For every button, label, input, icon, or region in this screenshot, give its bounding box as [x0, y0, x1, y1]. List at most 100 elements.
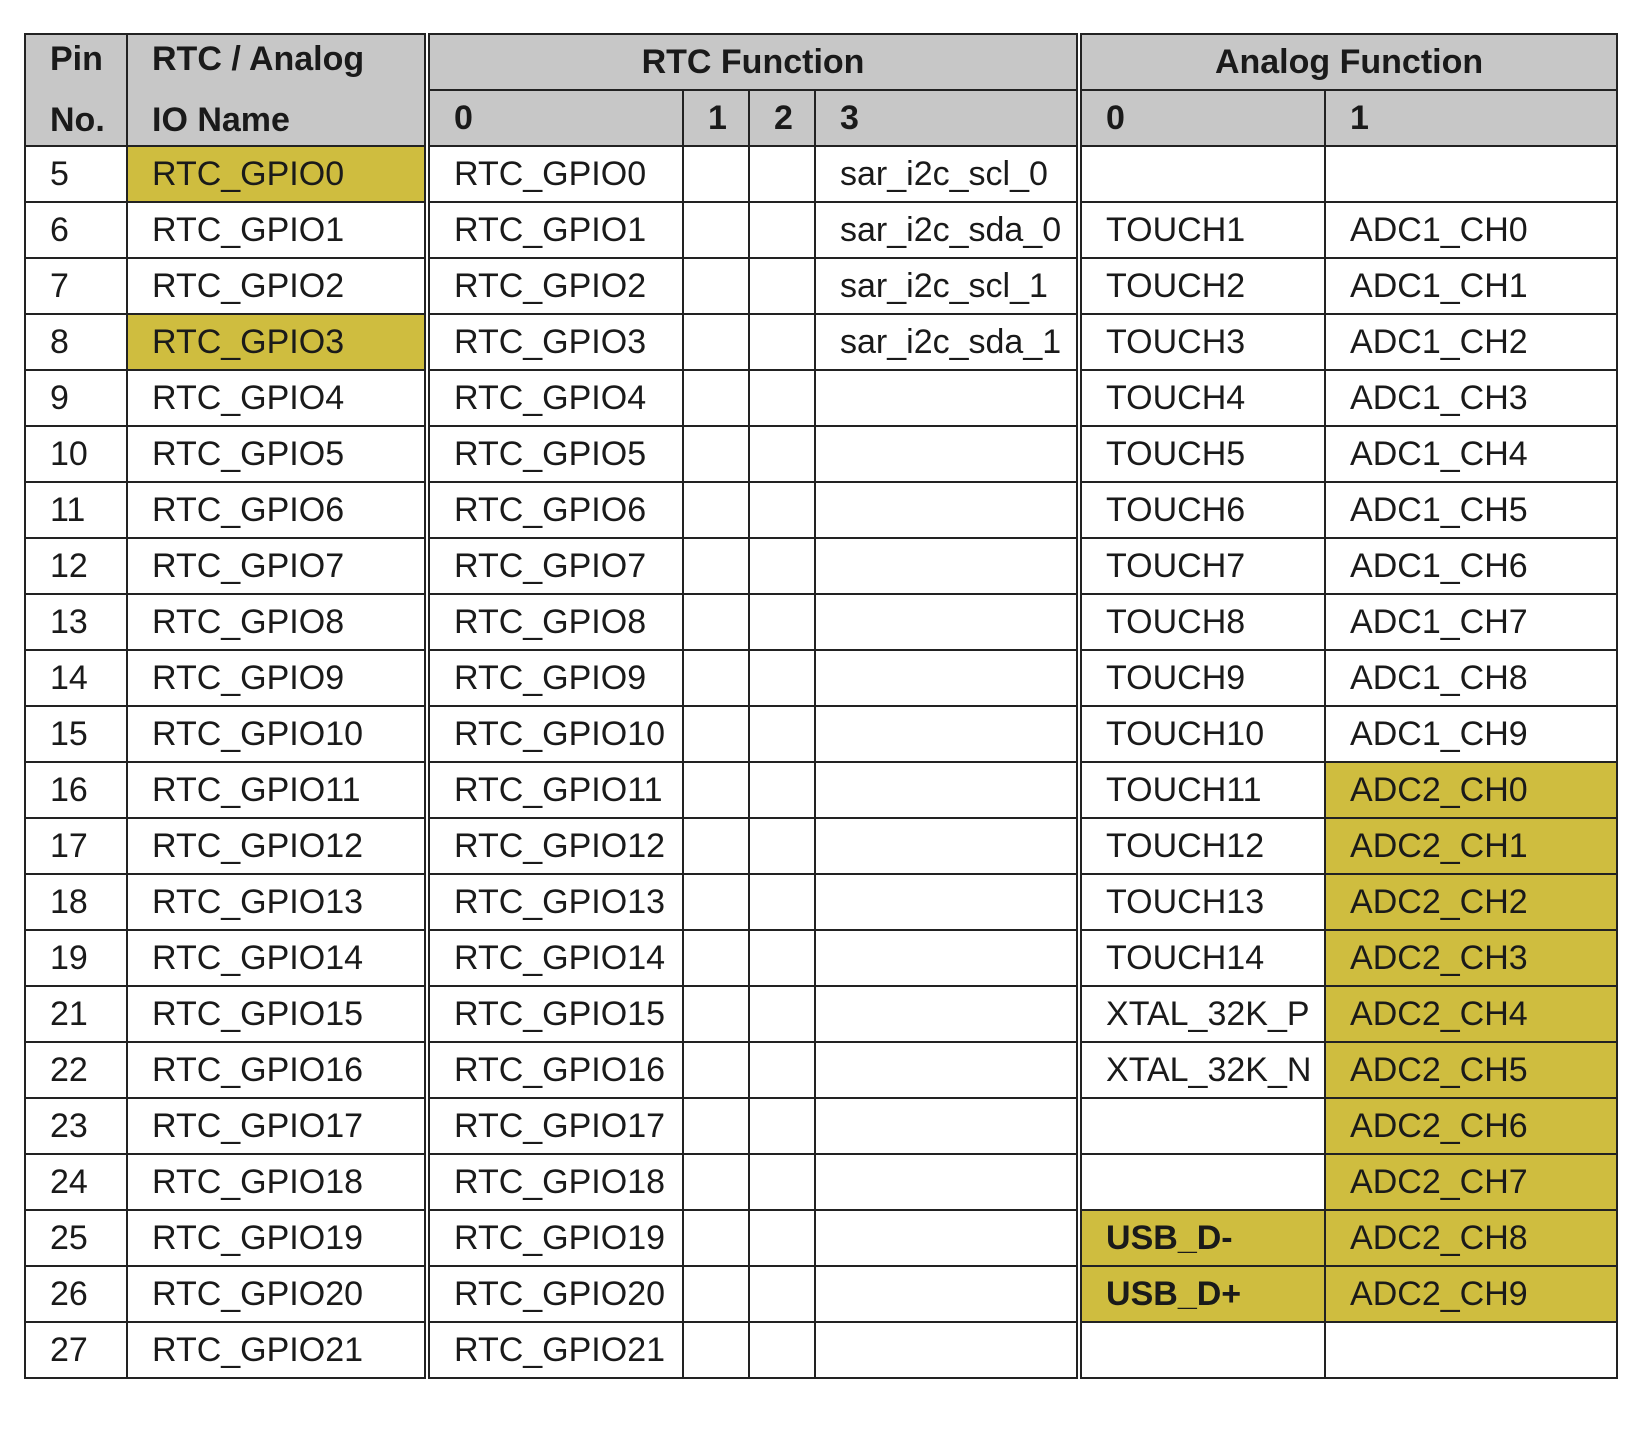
cell-rtc-function-1	[682, 257, 750, 315]
cell-rtc-function-0: RTC_GPIO14	[426, 929, 684, 987]
cell-rtc-function-0: RTC_GPIO9	[426, 649, 684, 707]
cell-io-name: RTC_GPIO19	[126, 1209, 430, 1267]
cell-rtc-function-2	[748, 369, 816, 427]
cell-analog-function-0: TOUCH4	[1078, 369, 1327, 427]
cell-pin-no: 21	[24, 985, 128, 1043]
table-row: 26 RTC_GPIO20 RTC_GPIO20 USB_D+ ADC2_CH9	[24, 1265, 1619, 1323]
cell-io-name: RTC_GPIO16	[126, 1041, 430, 1099]
cell-io-name: RTC_GPIO5	[126, 425, 430, 483]
cell-analog-function-1: ADC1_CH0	[1324, 201, 1619, 259]
cell-analog-function-0: TOUCH14	[1078, 929, 1327, 987]
cell-rtc-function-3	[813, 1321, 1083, 1379]
cell-rtc-function-2	[748, 1097, 816, 1155]
cell-rtc-function-1	[682, 481, 750, 539]
cell-rtc-function-1	[682, 985, 750, 1043]
cell-pin-no: 14	[24, 649, 128, 707]
cell-pin-no: 26	[24, 1265, 128, 1323]
cell-rtc-function-3	[813, 537, 1083, 595]
cell-rtc-function-3	[813, 1097, 1083, 1155]
cell-rtc-function-3	[813, 369, 1083, 427]
cell-analog-function-1: ADC1_CH3	[1324, 369, 1619, 427]
cell-pin-no: 9	[24, 369, 128, 427]
cell-analog-function-0	[1078, 145, 1327, 203]
cell-pin-no: 25	[24, 1209, 128, 1267]
cell-analog-function-0	[1078, 1153, 1327, 1211]
cell-rtc-function-3	[813, 929, 1083, 987]
cell-rtc-function-2	[748, 929, 816, 987]
cell-rtc-function-3	[813, 1265, 1083, 1323]
cell-analog-function-1: ADC1_CH6	[1324, 537, 1619, 595]
header-rtc-sub-3: 3	[813, 89, 1083, 147]
cell-rtc-function-2	[748, 873, 816, 931]
cell-analog-function-0: TOUCH6	[1078, 481, 1327, 539]
table-row: 9 RTC_GPIO4 RTC_GPIO4 TOUCH4 ADC1_CH3	[24, 369, 1619, 427]
cell-pin-no: 23	[24, 1097, 128, 1155]
cell-rtc-function-1	[682, 929, 750, 987]
cell-rtc-function-1	[682, 649, 750, 707]
header-row-top: Pin No. RTC / Analog IO Name RTC Functio…	[24, 33, 1619, 147]
header-pin-no-line2: No.	[50, 101, 105, 139]
cell-rtc-function-0: RTC_GPIO13	[426, 873, 684, 931]
cell-rtc-function-2	[748, 257, 816, 315]
cell-rtc-function-3	[813, 761, 1083, 819]
cell-rtc-function-2	[748, 1321, 816, 1379]
cell-io-name: RTC_GPIO14	[126, 929, 430, 987]
table-row: 14 RTC_GPIO9 RTC_GPIO9 TOUCH9 ADC1_CH8	[24, 649, 1619, 707]
cell-analog-function-0: TOUCH1	[1078, 201, 1327, 259]
cell-analog-function-1: ADC2_CH8	[1324, 1209, 1619, 1267]
cell-rtc-function-3: sar_i2c_sda_1	[813, 313, 1083, 371]
header-io-name-line1: RTC / Analog	[152, 40, 365, 78]
cell-pin-no: 24	[24, 1153, 128, 1211]
cell-analog-function-0: TOUCH9	[1078, 649, 1327, 707]
cell-pin-no: 22	[24, 1041, 128, 1099]
table-row: 27 RTC_GPIO21 RTC_GPIO21	[24, 1321, 1619, 1379]
header-pin-no-line1: Pin	[50, 40, 103, 78]
cell-rtc-function-2	[748, 1265, 816, 1323]
cell-pin-no: 16	[24, 761, 128, 819]
table-row: 17 RTC_GPIO12 RTC_GPIO12 TOUCH12 ADC2_CH1	[24, 817, 1619, 875]
cell-io-name: RTC_GPIO17	[126, 1097, 430, 1155]
rtc-analog-pin-table: Pin No. RTC / Analog IO Name RTC Functio…	[24, 33, 1619, 1379]
table-row: 8 RTC_GPIO3 RTC_GPIO3 sar_i2c_sda_1 TOUCH3 AD…	[24, 313, 1619, 371]
cell-analog-function-0: TOUCH12	[1078, 817, 1327, 875]
header-pin-no: Pin No.	[24, 33, 128, 147]
cell-rtc-function-3	[813, 1041, 1083, 1099]
cell-io-name: RTC_GPIO11	[126, 761, 430, 819]
cell-rtc-function-0: RTC_GPIO18	[426, 1153, 684, 1211]
cell-rtc-function-0: RTC_GPIO19	[426, 1209, 684, 1267]
cell-rtc-function-0: RTC_GPIO0	[426, 145, 684, 203]
table-row: 10 RTC_GPIO5 RTC_GPIO5 TOUCH5 ADC1_CH4	[24, 425, 1619, 483]
header-analog-sub-1: 1	[1324, 89, 1619, 147]
cell-rtc-function-0: RTC_GPIO17	[426, 1097, 684, 1155]
cell-rtc-function-0: RTC_GPIO7	[426, 537, 684, 595]
cell-io-name: RTC_GPIO1	[126, 201, 430, 259]
cell-io-name: RTC_GPIO18	[126, 1153, 430, 1211]
cell-rtc-function-3: sar_i2c_scl_1	[813, 257, 1083, 315]
cell-pin-no: 5	[24, 145, 128, 203]
cell-rtc-function-1	[682, 369, 750, 427]
cell-rtc-function-3	[813, 1209, 1083, 1267]
cell-io-name: RTC_GPIO10	[126, 705, 430, 763]
cell-rtc-function-3	[813, 1153, 1083, 1211]
cell-rtc-function-3	[813, 985, 1083, 1043]
cell-io-name: RTC_GPIO8	[126, 593, 430, 651]
cell-analog-function-1: ADC2_CH4	[1324, 985, 1619, 1043]
cell-rtc-function-0: RTC_GPIO4	[426, 369, 684, 427]
cell-analog-function-0	[1078, 1097, 1327, 1155]
cell-rtc-function-0: RTC_GPIO10	[426, 705, 684, 763]
cell-rtc-function-0: RTC_GPIO2	[426, 257, 684, 315]
cell-io-name: RTC_GPIO6	[126, 481, 430, 539]
cell-pin-no: 12	[24, 537, 128, 595]
table-row: 13 RTC_GPIO8 RTC_GPIO8 TOUCH8 ADC1_CH7	[24, 593, 1619, 651]
header-io-name-line2: IO Name	[152, 101, 290, 139]
header-rtc-sub-0: 0	[426, 89, 684, 147]
cell-io-name: RTC_GPIO7	[126, 537, 430, 595]
cell-analog-function-0: TOUCH10	[1078, 705, 1327, 763]
cell-rtc-function-1	[682, 145, 750, 203]
cell-rtc-function-1	[682, 761, 750, 819]
cell-rtc-function-3	[813, 817, 1083, 875]
header-rtc-sub-2: 2	[748, 89, 816, 147]
cell-analog-function-1: ADC2_CH3	[1324, 929, 1619, 987]
header-analog-function: Analog Function	[1078, 33, 1619, 91]
cell-rtc-function-1	[682, 593, 750, 651]
